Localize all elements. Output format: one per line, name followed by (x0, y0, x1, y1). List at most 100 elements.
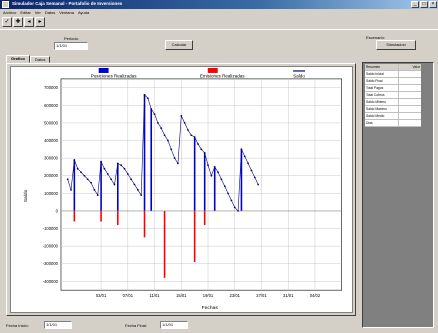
bar (117, 163, 119, 211)
x-tick-label: 19/01 (203, 293, 214, 298)
period-field[interactable]: 1/1/01 (54, 42, 88, 50)
saldo-point (140, 194, 143, 196)
next-button[interactable]: ▸ (35, 17, 45, 27)
start-date-label: Fecha Inicio: (6, 323, 29, 328)
saldo-point (120, 164, 123, 167)
menu-item-ventana[interactable]: Ventana (59, 10, 74, 15)
grid-row[interactable]: Saldo Medio (365, 113, 421, 120)
saldo-point (197, 143, 199, 145)
saldo-point (80, 171, 82, 174)
saldo-point (116, 162, 119, 165)
saldo-point (243, 155, 246, 158)
bar (100, 210, 102, 222)
y-tick-label: 200000 (44, 173, 59, 178)
saldo-point (100, 160, 102, 163)
grid-row[interactable]: Saldo Maximo (365, 106, 421, 113)
grid-header-name: Resumen (365, 64, 399, 70)
menu-item-ayuda[interactable]: Ayuda (77, 10, 90, 15)
saldo-point (157, 122, 159, 124)
tab-panel (6, 63, 356, 316)
grid-row[interactable]: Saldo Minimo (365, 99, 421, 106)
y-tick-label: 500000 (44, 120, 59, 125)
simulation-button[interactable]: Simulacion (376, 40, 416, 50)
grid-cell-label: Saldo Maximo (365, 106, 399, 112)
grid-header: Resumen Valor (365, 64, 421, 71)
bar (203, 210, 206, 226)
window-title: Simulador Caja Semanal - Portafolio de I… (12, 1, 123, 6)
legend-label: Posiciones Realizadas (91, 73, 137, 78)
grid-cell-value (399, 78, 421, 84)
grid-cell-label: Saldo Medio (365, 113, 399, 119)
tab-grafico[interactable]: Grafico (6, 55, 31, 63)
grid-header-value: Valor (412, 65, 420, 69)
bar (193, 137, 196, 211)
saldo-point (227, 192, 229, 195)
bar (117, 210, 119, 226)
saldo-point (103, 167, 106, 170)
saldo-point (257, 183, 260, 186)
saldo-point (220, 178, 223, 181)
y-tick-label: 300000 (44, 156, 59, 161)
saldo-point (86, 178, 89, 181)
end-date-field[interactable]: 1/1/01 (160, 321, 188, 329)
x-tick-label: 04/02 (310, 293, 321, 298)
legend-swatch (98, 67, 109, 73)
bar (203, 152, 206, 211)
saldo-point (253, 176, 256, 179)
legend-swatch (207, 67, 218, 73)
menu-bar: Archivo Editar Ver Datos Ventana Ayuda (0, 9, 438, 16)
grid-cell-label: Total Pagos (365, 85, 399, 91)
x-tick-label: 27/01 (256, 293, 267, 298)
tab-datos[interactable]: Datos (30, 56, 51, 63)
saldo-point (177, 162, 179, 165)
y-tick-label: -100000 (43, 226, 59, 231)
add-button[interactable]: ✚ (13, 17, 23, 27)
summary-grid: Resumen Valor Saldo Inicial Saldo Final … (365, 64, 421, 127)
y-tick-label: -400000 (43, 279, 59, 284)
saldo-point (180, 114, 183, 117)
saldo-point (96, 194, 99, 196)
menu-item-editar[interactable]: Editar (20, 10, 31, 15)
bar (163, 210, 166, 278)
saldo-point (190, 134, 193, 137)
close-button[interactable]: × (429, 1, 437, 8)
app-icon (2, 1, 9, 8)
maximize-button[interactable]: □ (420, 1, 428, 8)
grid-row[interactable]: Dias (365, 120, 421, 127)
saldo-point (210, 174, 213, 177)
saldo-point (160, 127, 163, 130)
saldo-point (90, 181, 92, 184)
minimize-button[interactable]: _ (411, 1, 419, 8)
saldo-point (217, 171, 219, 174)
grid-cell-value (399, 92, 421, 98)
menu-item-ver[interactable]: Ver (34, 10, 41, 15)
legend-label: Emisiones Realizadas (200, 73, 245, 78)
check-button[interactable]: ✓ (2, 17, 12, 27)
grid-cell-value (399, 106, 421, 112)
plot-area (60, 78, 342, 291)
bar (73, 210, 76, 222)
grid-row[interactable]: Saldo Final (365, 78, 421, 85)
saldo-point (73, 158, 76, 161)
start-date-field[interactable]: 1/1/01 (44, 321, 72, 329)
saldo-point (123, 167, 126, 170)
toolbar: ✓ ✚ ◂ ▸ (2, 17, 45, 28)
bar (143, 94, 146, 211)
grid-row[interactable]: Total Cobros (365, 92, 421, 99)
prev-button[interactable]: ◂ (24, 17, 34, 27)
grid-cell-value (399, 99, 421, 105)
y-tick-label: 0 (56, 208, 59, 213)
grid-row[interactable]: Saldo Inicial (365, 71, 421, 78)
menu-item-archivo[interactable]: Archivo (3, 10, 17, 15)
bar (100, 161, 102, 211)
menu-item-datos[interactable]: Datos (44, 10, 56, 15)
x-tick-label: 15/01 (176, 293, 187, 298)
saldo-point (93, 188, 96, 191)
x-tick-label: 31/01 (283, 293, 294, 298)
calculate-button[interactable]: Calcular (165, 40, 193, 50)
y-tick-label: -300000 (43, 261, 59, 266)
grid-cell-label: Saldo Inicial (365, 71, 399, 77)
saldo-point (83, 174, 86, 177)
legend-label: Saldo (293, 73, 305, 78)
grid-row[interactable]: Total Pagos (365, 85, 421, 92)
